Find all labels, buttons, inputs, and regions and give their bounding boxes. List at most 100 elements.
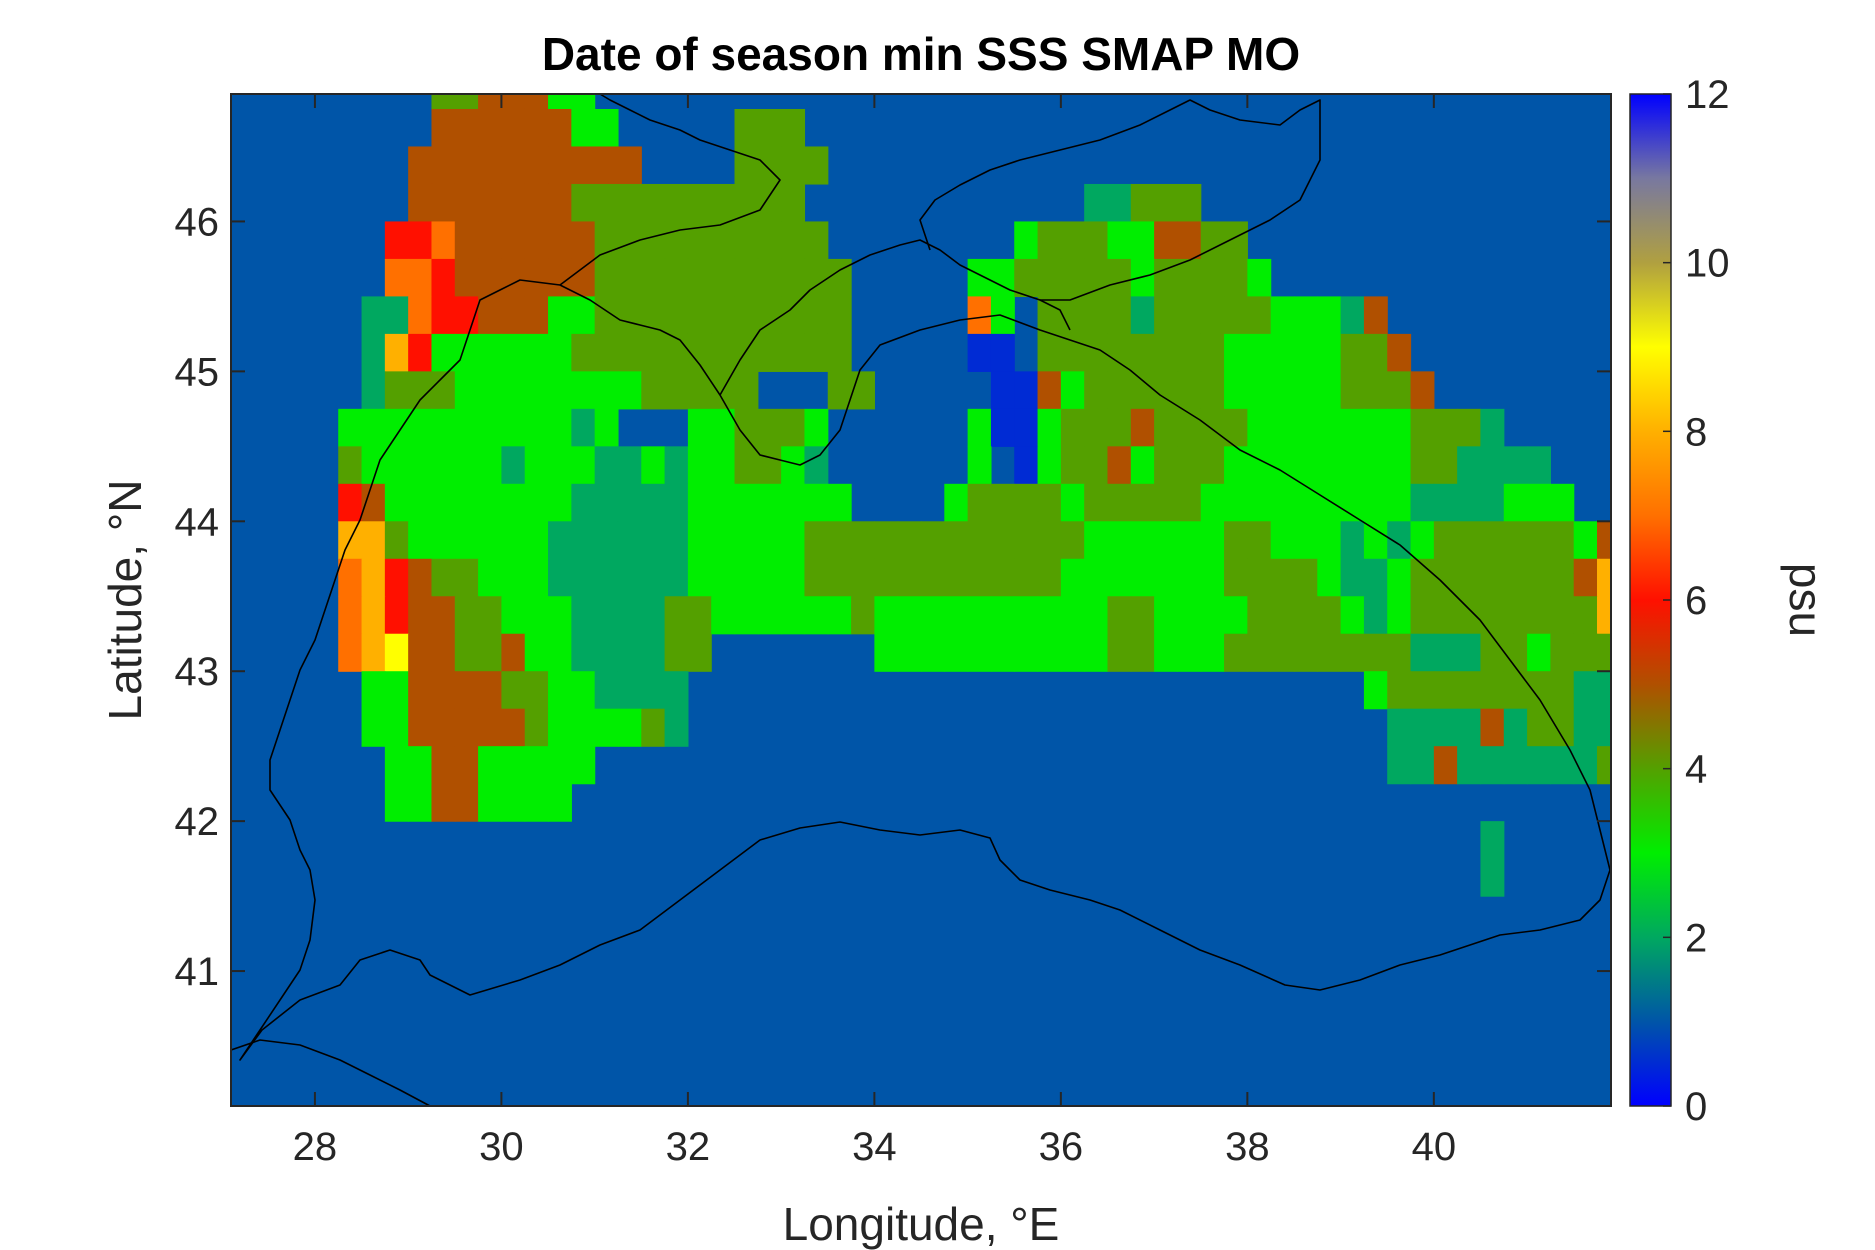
heatmap-cell xyxy=(1387,558,1412,597)
heatmap-cell xyxy=(711,183,736,223)
heatmap-cell xyxy=(384,633,409,672)
heatmap-cell xyxy=(687,558,712,597)
heatmap-cell xyxy=(617,708,642,747)
heatmap-cell xyxy=(1387,521,1412,560)
heatmap-cell xyxy=(944,483,969,522)
heatmap-cell xyxy=(1037,446,1062,485)
heatmap-cell xyxy=(1154,633,1179,672)
heatmap-cell xyxy=(1014,633,1039,672)
heatmap-cell xyxy=(384,296,409,335)
heatmap-cell xyxy=(431,108,456,148)
heatmap-cell xyxy=(990,408,1015,447)
heatmap-cell xyxy=(944,521,969,560)
heatmap-cell xyxy=(734,108,759,148)
heatmap-cell xyxy=(897,521,922,560)
heatmap-cell xyxy=(1410,521,1435,560)
heatmap-cell xyxy=(548,446,572,485)
heatmap-cell xyxy=(501,408,526,447)
heatmap-cell xyxy=(687,258,712,297)
heatmap-cell xyxy=(641,671,666,710)
heatmap-cell xyxy=(1433,746,1458,785)
heatmap-cell xyxy=(384,671,409,710)
heatmap-cell xyxy=(1387,746,1412,785)
heatmap-cell xyxy=(1527,446,1551,485)
heatmap-cell xyxy=(1270,521,1295,560)
heatmap-cell xyxy=(478,746,502,785)
heatmap-cell xyxy=(990,596,1015,635)
heatmap-cell xyxy=(664,483,689,522)
heatmap-cell xyxy=(501,558,526,597)
heatmap-cell xyxy=(1503,746,1528,785)
heatmap-cell xyxy=(1457,483,1482,522)
heatmap-cell xyxy=(384,708,409,747)
heatmap-cell xyxy=(1293,633,1318,672)
heatmap-cell xyxy=(921,596,945,635)
heatmap-cell xyxy=(384,783,409,822)
heatmap-cell xyxy=(921,558,945,597)
heatmap-cell xyxy=(1527,671,1551,710)
heatmap-cell xyxy=(711,521,736,560)
heatmap-cell xyxy=(1480,521,1505,560)
heatmap-cell xyxy=(1340,596,1365,635)
heatmap-cell xyxy=(524,221,549,260)
heatmap-cell xyxy=(1177,333,1202,372)
heatmap-cell xyxy=(1480,633,1505,672)
heatmap-cell xyxy=(687,596,712,635)
heatmap-cell xyxy=(781,483,806,522)
heatmap-cell xyxy=(594,408,619,447)
heatmap-cell xyxy=(501,746,526,785)
heatmap-cell xyxy=(1177,296,1202,335)
heatmap-cell xyxy=(781,408,806,447)
heatmap-cell xyxy=(1130,483,1155,522)
heatmap-cell xyxy=(804,296,829,335)
heatmap-cell xyxy=(1457,746,1482,785)
coastline-marmara xyxy=(230,1039,431,1107)
x-tick-label: 40 xyxy=(1412,1125,1457,1169)
heatmap-cell xyxy=(594,258,619,297)
heatmap-cell xyxy=(524,258,549,297)
heatmap-cell xyxy=(1014,258,1039,297)
heatmap-cell xyxy=(454,483,479,522)
heatmap-cell xyxy=(454,671,479,710)
heatmap-cell xyxy=(571,746,596,785)
heatmap-cell xyxy=(687,408,712,447)
heatmap-cell xyxy=(1177,446,1202,485)
heatmap-cell xyxy=(524,296,549,335)
heatmap-cell xyxy=(524,333,549,372)
heatmap-cell xyxy=(338,483,363,522)
heatmap-cell xyxy=(1270,296,1295,335)
heatmap-cell xyxy=(1107,558,1132,597)
heatmap-cell xyxy=(1503,558,1528,597)
x-tick-label: 30 xyxy=(479,1125,524,1169)
heatmap-cell xyxy=(1550,746,1575,785)
heatmap-cell xyxy=(781,558,806,597)
heatmap-cell xyxy=(548,94,572,110)
heatmap-cell xyxy=(1224,296,1248,335)
heatmap-cell xyxy=(990,633,1015,672)
heatmap-cell xyxy=(990,371,1015,410)
heatmap-cell xyxy=(1130,221,1155,260)
heatmap-cell xyxy=(1480,408,1505,447)
heatmap-cell xyxy=(874,633,899,672)
heatmap-cell xyxy=(594,183,619,223)
heatmap-cell xyxy=(1107,633,1132,672)
heatmap-cell xyxy=(1154,333,1179,372)
heatmap-cell xyxy=(408,371,433,410)
y-axis-label: Latitude, °N xyxy=(99,480,151,721)
colorbar-tick-label: 8 xyxy=(1685,410,1707,454)
heatmap-cell xyxy=(1247,558,1272,597)
heatmap-cell xyxy=(664,596,689,635)
heatmap-cell xyxy=(1060,483,1085,522)
heatmap-cell xyxy=(384,221,409,260)
heatmap-cell xyxy=(1457,633,1482,672)
heatmap-cell xyxy=(687,296,712,335)
heatmap-cell xyxy=(1480,671,1505,710)
heatmap-cell xyxy=(431,708,456,747)
heatmap-cell xyxy=(687,446,712,485)
heatmap-cell xyxy=(384,371,409,410)
heatmap-cell xyxy=(757,446,782,485)
heatmap-cell xyxy=(1573,596,1598,635)
heatmap-cell xyxy=(1130,596,1155,635)
heatmap-cell xyxy=(711,258,736,297)
